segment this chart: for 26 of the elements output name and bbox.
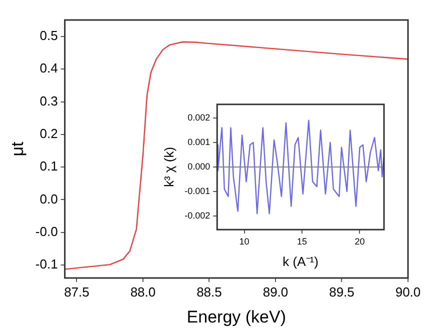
x-tick-label: 10: [239, 236, 250, 246]
x-tick-label: 20: [354, 236, 365, 246]
y-tick-label: 0.0: [40, 191, 58, 206]
y-tick-label: -0.001: [184, 186, 210, 196]
x-axis-title: k (A⁻¹): [282, 254, 318, 269]
y-tick-label: 0.2: [40, 126, 58, 141]
y-tick-label: 0.000: [188, 161, 210, 172]
y-tick-label: -0.0: [35, 224, 58, 239]
x-tick-label: 89.5: [329, 284, 354, 300]
y-tick-label: 0.002: [188, 112, 210, 122]
x-tick-label: 87.5: [64, 284, 90, 300]
y-tick-label: -0.1: [35, 256, 58, 272]
y-tick-label: 0.1: [40, 158, 58, 174]
x-tick-label: 89.0: [262, 284, 288, 300]
y-axis-title: μt: [8, 141, 27, 156]
y-tick-label: 0.5: [40, 28, 58, 44]
x-tick-label: 90.0: [395, 284, 421, 300]
y-tick-label: 0.3: [40, 93, 58, 108]
x-tick-label: 88.5: [196, 284, 222, 300]
y-tick-label: 0.4: [40, 60, 58, 76]
x-axis-title: Energy (keV): [186, 307, 286, 326]
y-axis-title: k³ χ (k): [161, 146, 176, 188]
x-tick-label: 88.0: [130, 284, 156, 300]
y-tick-label: 0.001: [188, 136, 210, 147]
y-tick-label: -0.002: [184, 210, 210, 221]
x-tick-label: 15: [296, 236, 308, 246]
